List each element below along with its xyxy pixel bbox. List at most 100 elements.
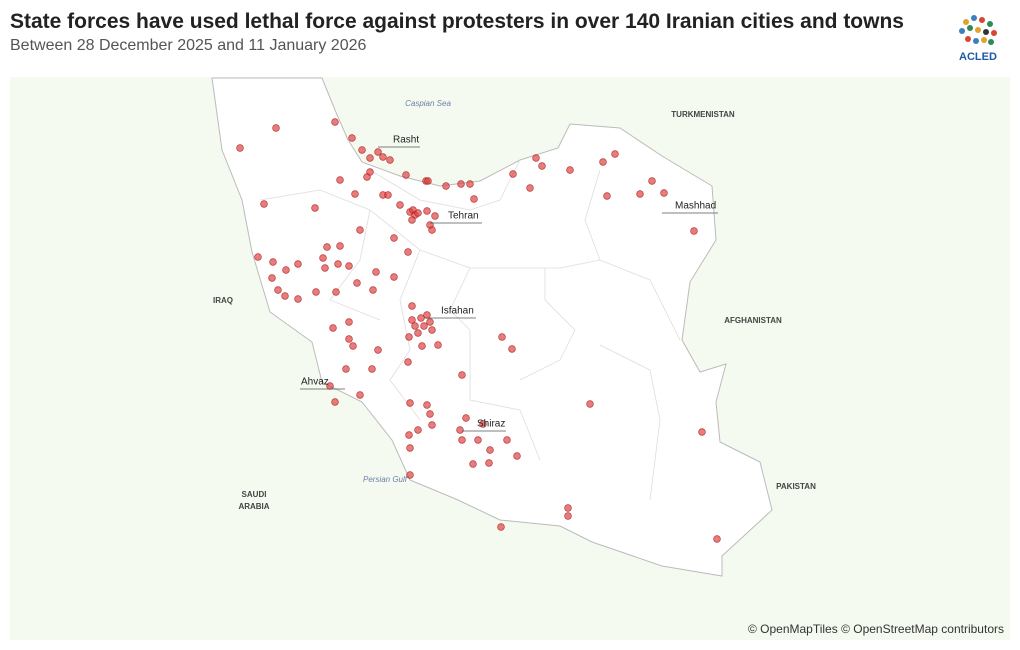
city-label: Isfahan [441, 306, 474, 317]
event-dot [406, 444, 414, 452]
event-dot [281, 292, 289, 300]
event-dot [396, 201, 404, 209]
logo: ACLED [959, 15, 997, 63]
event-dot [611, 150, 619, 158]
event-dot [294, 295, 302, 303]
event-dot [424, 177, 432, 185]
event-dot [485, 459, 493, 467]
event-dot [532, 154, 540, 162]
country-label: AFGHANISTAN [724, 316, 782, 325]
event-dot [351, 190, 359, 198]
event-dot [442, 182, 450, 190]
event-dot [311, 204, 319, 212]
event-dot [513, 452, 521, 460]
event-dot [458, 371, 466, 379]
event-dot [417, 314, 425, 322]
event-dot [321, 264, 329, 272]
water-label: Caspian Sea [405, 99, 451, 108]
event-dot [503, 436, 511, 444]
event-dot [479, 420, 487, 428]
event-dot [603, 192, 611, 200]
country-label: ARABIA [238, 502, 269, 511]
event-dot [236, 144, 244, 152]
event-dot [345, 262, 353, 270]
event-dot [329, 324, 337, 332]
event-dot [564, 512, 572, 520]
event-dot [356, 226, 364, 234]
event-dot [319, 254, 327, 262]
city-label: Ahvaz [301, 377, 329, 388]
event-dot [334, 260, 342, 268]
event-dot [384, 191, 392, 199]
event-dot [713, 535, 721, 543]
event-dot [260, 200, 268, 208]
event-dot [698, 428, 706, 436]
event-dot [414, 426, 422, 434]
event-dot [660, 189, 668, 197]
event-dot [414, 329, 422, 337]
event-dot [402, 171, 410, 179]
country-label: TURKMENISTAN [671, 110, 735, 119]
event-dot [486, 446, 494, 454]
event-dot [369, 286, 377, 294]
event-dot [458, 436, 466, 444]
event-dot [356, 391, 364, 399]
city-label: Shiraz [477, 419, 505, 430]
event-dot [462, 414, 470, 422]
city-label: Mashhad [675, 201, 716, 212]
event-dot [414, 209, 422, 217]
event-dot [368, 365, 376, 373]
event-dot [423, 401, 431, 409]
event-dot [469, 460, 477, 468]
event-dot [426, 318, 434, 326]
event-dot [405, 333, 413, 341]
event-dot [498, 333, 506, 341]
event-dot [470, 195, 478, 203]
event-dot [331, 398, 339, 406]
event-dot [406, 471, 414, 479]
event-dot [466, 180, 474, 188]
event-dot [690, 227, 698, 235]
event-dot [434, 341, 442, 349]
event-dot [404, 358, 412, 366]
event-dot [374, 346, 382, 354]
event-dot [423, 311, 431, 319]
event-dot [349, 342, 357, 350]
event-dot [272, 124, 280, 132]
event-dot [428, 421, 436, 429]
event-dot [282, 266, 290, 274]
event-dot [336, 242, 344, 250]
event-dot [428, 226, 436, 234]
event-dot [411, 322, 419, 330]
event-dot [648, 177, 656, 185]
event-dot [497, 523, 505, 531]
event-dot [420, 322, 428, 330]
event-dot [405, 431, 413, 439]
event-dot [274, 286, 282, 294]
event-dot [426, 410, 434, 418]
country-label: PAKISTAN [776, 482, 816, 491]
event-dot [418, 342, 426, 350]
event-dot [428, 326, 436, 334]
event-dot [566, 166, 574, 174]
event-dot [586, 400, 594, 408]
city-label: Rasht [393, 135, 419, 146]
attribution: © OpenMapTiles © OpenStreetMap contribut… [747, 622, 1004, 636]
event-dot [379, 153, 387, 161]
event-dot [348, 134, 356, 142]
event-dot [599, 158, 607, 166]
event-dot [386, 156, 394, 164]
province-borders [259, 159, 681, 501]
event-dot [366, 154, 374, 162]
event-dot [457, 180, 465, 188]
country-label: SAUDI [242, 490, 267, 499]
water-label: Persian Gulf [363, 475, 408, 484]
event-dot [345, 318, 353, 326]
event-dot [312, 288, 320, 296]
event-dot [332, 288, 340, 296]
event-dot [363, 173, 371, 181]
city-label: Tehran [448, 211, 479, 222]
event-dot [474, 436, 482, 444]
event-dot [269, 258, 277, 266]
